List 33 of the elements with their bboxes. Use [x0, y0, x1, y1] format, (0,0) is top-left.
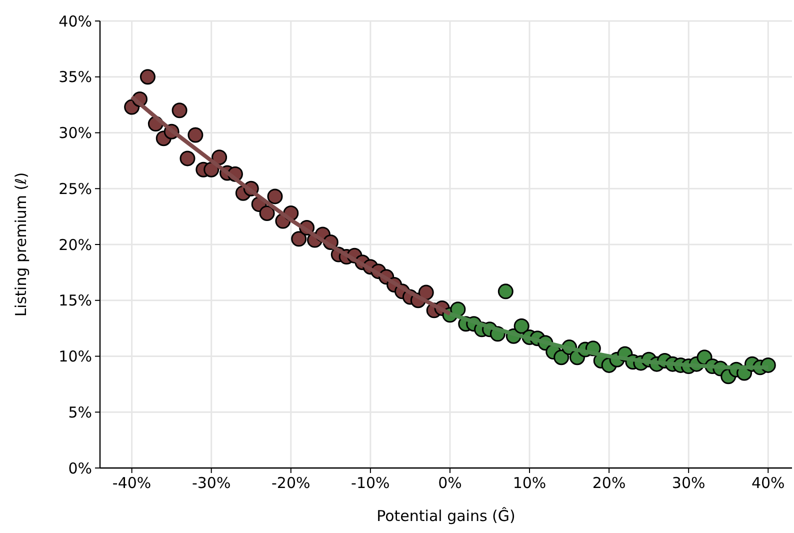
point [291, 231, 307, 247]
point [267, 188, 283, 204]
y-tick-label: 35% [58, 68, 92, 86]
x-tick-label: -10% [351, 474, 390, 492]
point [180, 150, 196, 166]
y-tick-label: 5% [68, 403, 92, 422]
x-tick-label: 40% [751, 474, 785, 492]
y-tick-label: 25% [58, 180, 92, 198]
x-tick-label: 0% [438, 474, 462, 492]
x-tick-label: -40% [112, 474, 152, 492]
point [172, 102, 188, 118]
y-tick-label: 15% [58, 292, 92, 310]
x-tick-label: 10% [512, 474, 546, 492]
x-tick-label: -20% [272, 474, 310, 492]
point [140, 69, 156, 85]
x-axis-title: Potential gains (Ĝ) [376, 507, 516, 525]
point [212, 150, 228, 166]
y-tick-label: 0% [68, 459, 92, 478]
point [188, 127, 204, 143]
y-axis-title: Listing premium (ℓ) [12, 172, 30, 317]
x-tick-label: -30% [192, 474, 231, 492]
point [204, 162, 220, 178]
x-tick-label: 30% [672, 474, 706, 492]
point [259, 205, 275, 221]
y-tick-label: 30% [58, 124, 92, 142]
point [418, 284, 434, 300]
y-tick-label: 40% [58, 12, 92, 30]
point [514, 318, 530, 334]
y-tick-label: 20% [58, 236, 92, 254]
point [554, 350, 570, 366]
point [498, 284, 514, 300]
y-tick-label: 10% [58, 348, 92, 366]
x-tick-label: 20% [592, 474, 626, 492]
